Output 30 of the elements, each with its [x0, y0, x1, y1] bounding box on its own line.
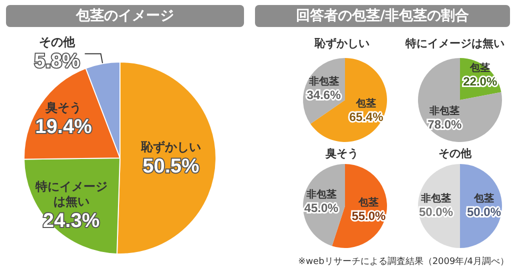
data-label: 65.4%	[349, 110, 384, 124]
slice-label: 臭そう	[44, 100, 82, 115]
data-label: 19.4%	[35, 116, 92, 138]
slice-label: 非包茎	[420, 192, 451, 204]
slice-label: 包茎	[469, 62, 490, 74]
slice-label: 包茎	[355, 98, 376, 110]
slice-label: 特にイメージは無い	[34, 179, 108, 208]
slice-label: 包茎	[473, 192, 494, 204]
chart-title: 包茎のイメージ	[75, 8, 174, 24]
data-label: 50.0%	[418, 205, 454, 219]
data-label: 50.0%	[466, 205, 502, 219]
data-label: 34.6%	[306, 88, 342, 102]
chart-title: 臭そう	[324, 147, 358, 160]
slice-label: 恥ずかしい	[140, 140, 201, 154]
slice-label: その他	[39, 34, 76, 49]
chart-title: その他	[438, 147, 472, 160]
text: 回答者の包茎/非包茎の割合	[255, 5, 510, 27]
slice-label: 非包茎	[308, 75, 339, 88]
data-label: 55.0%	[352, 208, 386, 223]
chart-title: 特にイメージは無い	[404, 37, 504, 50]
text: ※webリサーチによる調査結果（2009年/4月調べ）	[298, 256, 509, 268]
data-label: 78.0%	[428, 117, 462, 132]
data-label: 45.0%	[304, 201, 339, 216]
data-label: 50.5%	[142, 155, 200, 178]
chart-title: 恥ずかしい	[314, 37, 370, 50]
slice-label: 非包茎	[428, 104, 460, 117]
slice-label: 包茎	[358, 196, 379, 208]
data-label: 22.0%	[463, 74, 498, 89]
slice-label: 非包茎	[305, 188, 336, 201]
data-label: 5.8%	[34, 50, 80, 72]
